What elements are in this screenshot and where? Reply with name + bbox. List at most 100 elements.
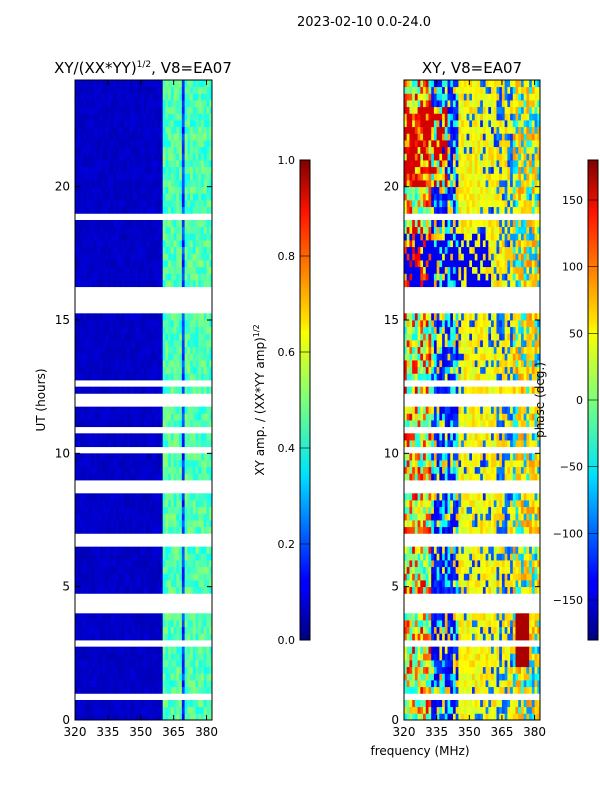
- heatmap-cell: [170, 506, 175, 514]
- heatmap-cell: [439, 666, 443, 674]
- heatmap-cell: [91, 246, 95, 254]
- heatmap-cell: [450, 713, 454, 721]
- heatmap-cell: [496, 700, 500, 708]
- heatmap-cell: [77, 366, 81, 374]
- heatmap-cell: [173, 313, 177, 321]
- heatmap-cell: [110, 686, 114, 694]
- heatmap-cell: [458, 573, 462, 581]
- heatmap-cell: [436, 713, 440, 721]
- heatmap-cell: [198, 440, 202, 448]
- heatmap-cell: [129, 200, 133, 208]
- heatmap-cell: [110, 180, 114, 188]
- heatmap-cell: [181, 413, 185, 421]
- heatmap-cell: [463, 620, 467, 628]
- heatmap-cell: [472, 713, 476, 721]
- heatmap-cell: [173, 546, 177, 554]
- heatmap-cell: [83, 453, 87, 461]
- heatmap-cell: [198, 506, 202, 514]
- heatmap-cell: [209, 466, 213, 474]
- heatmap-cell: [102, 126, 106, 134]
- heatmap-cell: [113, 100, 117, 108]
- heatmap-cell: [201, 560, 205, 568]
- heatmap-cell: [176, 140, 180, 148]
- heatmap-cell: [118, 506, 122, 514]
- heatmap-cell: [75, 433, 79, 441]
- heatmap-cell: [442, 633, 446, 641]
- heatmap-cell: [85, 253, 90, 261]
- heatmap-cell: [431, 686, 435, 694]
- heatmap-cell: [168, 413, 172, 421]
- heatmap-cell: [105, 173, 109, 181]
- heatmap-cell: [110, 460, 114, 468]
- heatmap-cell: [507, 586, 511, 594]
- heatmap-cell: [135, 560, 139, 568]
- heatmap-cell: [127, 346, 131, 354]
- heatmap-cell: [135, 566, 139, 574]
- heatmap-cell: [121, 326, 125, 334]
- heatmap-cell: [96, 553, 101, 561]
- heatmap-cell: [176, 573, 180, 581]
- heatmap-cell: [140, 560, 144, 568]
- heatmap-cell: [469, 573, 473, 581]
- heatmap-cell: [159, 220, 164, 228]
- heatmap-cell: [206, 526, 210, 534]
- heatmap-cell: [91, 526, 95, 534]
- heatmap-cell: [110, 80, 114, 88]
- heatmap-cell: [143, 626, 147, 634]
- heatmap-cell: [198, 466, 202, 474]
- heatmap-cell: [501, 633, 506, 641]
- heatmap-cell: [83, 93, 87, 101]
- heatmap-cell: [77, 226, 81, 234]
- heatmap-cell: [138, 366, 142, 374]
- heatmap-cell: [91, 460, 95, 468]
- heatmap-cell: [127, 646, 131, 654]
- heatmap-cell: [127, 386, 131, 394]
- heatmap-cell: [83, 140, 87, 148]
- heatmap-cell: [124, 193, 128, 201]
- heatmap-cell: [190, 186, 194, 194]
- heatmap-cell: [107, 206, 112, 214]
- heatmap-cell: [110, 613, 114, 621]
- heatmap-cell: [159, 126, 164, 134]
- heatmap-cell: [85, 220, 90, 228]
- heatmap-cell: [195, 706, 199, 714]
- heatmap-cell: [102, 586, 106, 594]
- heatmap-cell: [118, 120, 122, 128]
- heatmap-cell: [173, 246, 177, 254]
- heatmap-cell: [176, 653, 180, 661]
- heatmap-cell: [184, 373, 188, 381]
- heatmap-cell: [480, 620, 484, 628]
- heatmap-cell: [113, 453, 117, 461]
- heatmap-cell: [412, 686, 416, 694]
- heatmap-cell: [88, 500, 92, 508]
- heatmap-cell: [132, 80, 136, 88]
- heatmap-cell: [442, 713, 446, 721]
- heatmap-cell: [157, 673, 161, 681]
- heatmap-cell: [452, 673, 457, 681]
- heatmap-cell: [154, 153, 158, 161]
- heatmap-cell: [173, 673, 177, 681]
- heatmap-cell: [154, 280, 158, 288]
- heatmap-cell: [99, 506, 103, 514]
- heatmap-cell: [91, 433, 95, 441]
- heatmap-cell: [190, 233, 194, 241]
- heatmap-cell: [162, 220, 166, 228]
- heatmap-cell: [88, 346, 92, 354]
- heatmap-cell: [529, 646, 533, 654]
- heatmap-cell: [138, 453, 142, 461]
- heatmap-cell: [203, 120, 207, 128]
- heatmap-cell: [132, 246, 136, 254]
- heatmap-cell: [107, 153, 112, 161]
- heatmap-cell: [91, 633, 95, 641]
- heatmap-cell: [436, 626, 440, 634]
- heatmap-cell: [176, 246, 180, 254]
- heatmap-cell: [450, 660, 454, 668]
- heatmap-cell: [157, 633, 161, 641]
- heatmap-cell: [80, 146, 84, 154]
- heatmap-cell: [173, 560, 177, 568]
- heatmap-cell: [96, 200, 101, 208]
- heatmap-cell: [472, 673, 476, 681]
- heatmap-cell: [190, 646, 194, 654]
- heatmap-cell: [433, 653, 438, 661]
- heatmap-cell: [94, 586, 98, 594]
